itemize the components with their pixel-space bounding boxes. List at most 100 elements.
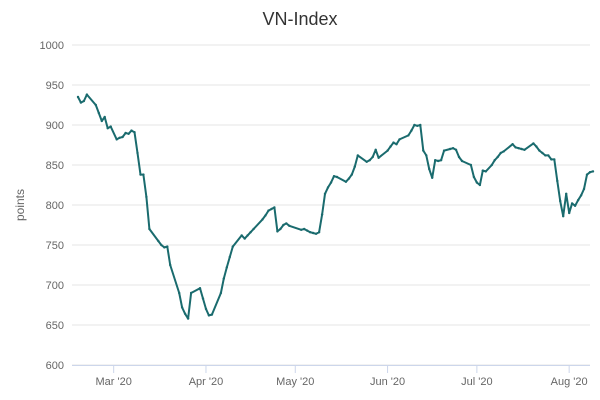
data-point xyxy=(145,195,148,199)
data-point xyxy=(320,213,324,216)
data-point xyxy=(273,206,276,209)
data-point xyxy=(475,181,479,184)
data-point xyxy=(576,199,580,202)
x-tick-label: Apr '20 xyxy=(189,376,224,388)
data-point xyxy=(356,154,359,157)
data-point xyxy=(416,124,419,128)
data-point xyxy=(460,159,464,163)
y-tick-label: 650 xyxy=(46,320,64,332)
data-point xyxy=(481,169,484,172)
data-point xyxy=(368,159,371,162)
data-point xyxy=(547,154,550,157)
data-point xyxy=(410,129,413,132)
data-point xyxy=(413,123,416,127)
data-point xyxy=(261,218,264,221)
data-point xyxy=(100,119,104,123)
data-point xyxy=(106,127,109,130)
data-point xyxy=(85,93,89,96)
data-point xyxy=(133,131,136,134)
data-point xyxy=(115,138,118,141)
x-axis-ticks: Mar '20 Apr '20 May '20 Jun '20 Jul '20 Aug '… xyxy=(96,365,588,388)
data-point xyxy=(121,135,124,139)
data-point xyxy=(439,159,443,162)
data-point xyxy=(267,209,270,212)
data-point xyxy=(419,123,422,127)
data-point xyxy=(94,103,98,107)
data-point xyxy=(502,150,505,153)
data-point xyxy=(270,207,273,211)
data-point xyxy=(124,131,127,135)
data-point xyxy=(484,170,487,173)
data-point xyxy=(198,287,202,290)
gridlines xyxy=(72,44,590,366)
data-point xyxy=(282,223,285,227)
data-points xyxy=(76,93,595,320)
data-point xyxy=(243,237,246,240)
data-point xyxy=(353,165,356,168)
data-point xyxy=(496,155,499,159)
data-point xyxy=(451,147,455,150)
data-point xyxy=(103,115,106,119)
data-point xyxy=(326,186,330,189)
data-point xyxy=(136,151,139,155)
data-point xyxy=(139,173,142,176)
data-point xyxy=(142,173,145,176)
y-tick-label: 750 xyxy=(46,240,64,252)
data-point xyxy=(225,266,228,269)
data-point xyxy=(570,202,574,205)
data-point xyxy=(538,149,541,152)
data-point xyxy=(335,175,339,179)
data-point xyxy=(180,306,184,309)
data-point xyxy=(434,159,437,162)
data-point xyxy=(306,229,309,232)
data-point xyxy=(228,255,231,259)
data-point xyxy=(207,314,211,317)
data-point xyxy=(314,232,318,235)
data-point xyxy=(422,149,425,152)
data-point xyxy=(407,134,410,137)
data-point xyxy=(249,231,252,234)
data-point xyxy=(544,154,547,157)
data-point xyxy=(541,151,544,155)
x-tick-label: May '20 xyxy=(276,376,314,388)
data-point xyxy=(553,158,556,161)
data-point xyxy=(231,245,234,248)
data-point xyxy=(97,111,101,115)
data-point xyxy=(550,158,553,161)
data-point xyxy=(535,145,538,148)
y-tick-label: 950 xyxy=(46,80,64,92)
data-point xyxy=(377,156,380,159)
data-point xyxy=(428,167,431,171)
data-point xyxy=(82,99,86,103)
data-point xyxy=(523,148,526,151)
chart-title: VN-Index xyxy=(262,9,337,29)
data-point xyxy=(222,277,225,280)
data-point xyxy=(246,234,249,237)
data-point xyxy=(332,175,336,178)
data-point xyxy=(109,125,112,128)
y-tick-label: 850 xyxy=(46,160,64,172)
data-point xyxy=(454,148,458,151)
data-point xyxy=(347,177,351,180)
x-tick-label: Jul '20 xyxy=(461,376,492,388)
data-point xyxy=(344,180,348,183)
data-point xyxy=(317,231,321,234)
data-point xyxy=(499,151,502,155)
data-point xyxy=(398,138,401,141)
data-point xyxy=(437,159,440,163)
data-point xyxy=(490,163,493,167)
data-point xyxy=(210,313,214,316)
data-point xyxy=(178,291,181,295)
data-point xyxy=(204,307,208,311)
data-point xyxy=(532,142,535,145)
data-point xyxy=(493,159,496,162)
data-point xyxy=(511,143,514,146)
data-point xyxy=(457,155,461,159)
data-point xyxy=(389,145,392,148)
data-point xyxy=(514,146,517,149)
data-point xyxy=(350,173,353,176)
data-point xyxy=(201,297,205,300)
data-point xyxy=(157,239,160,243)
data-point xyxy=(556,179,559,183)
